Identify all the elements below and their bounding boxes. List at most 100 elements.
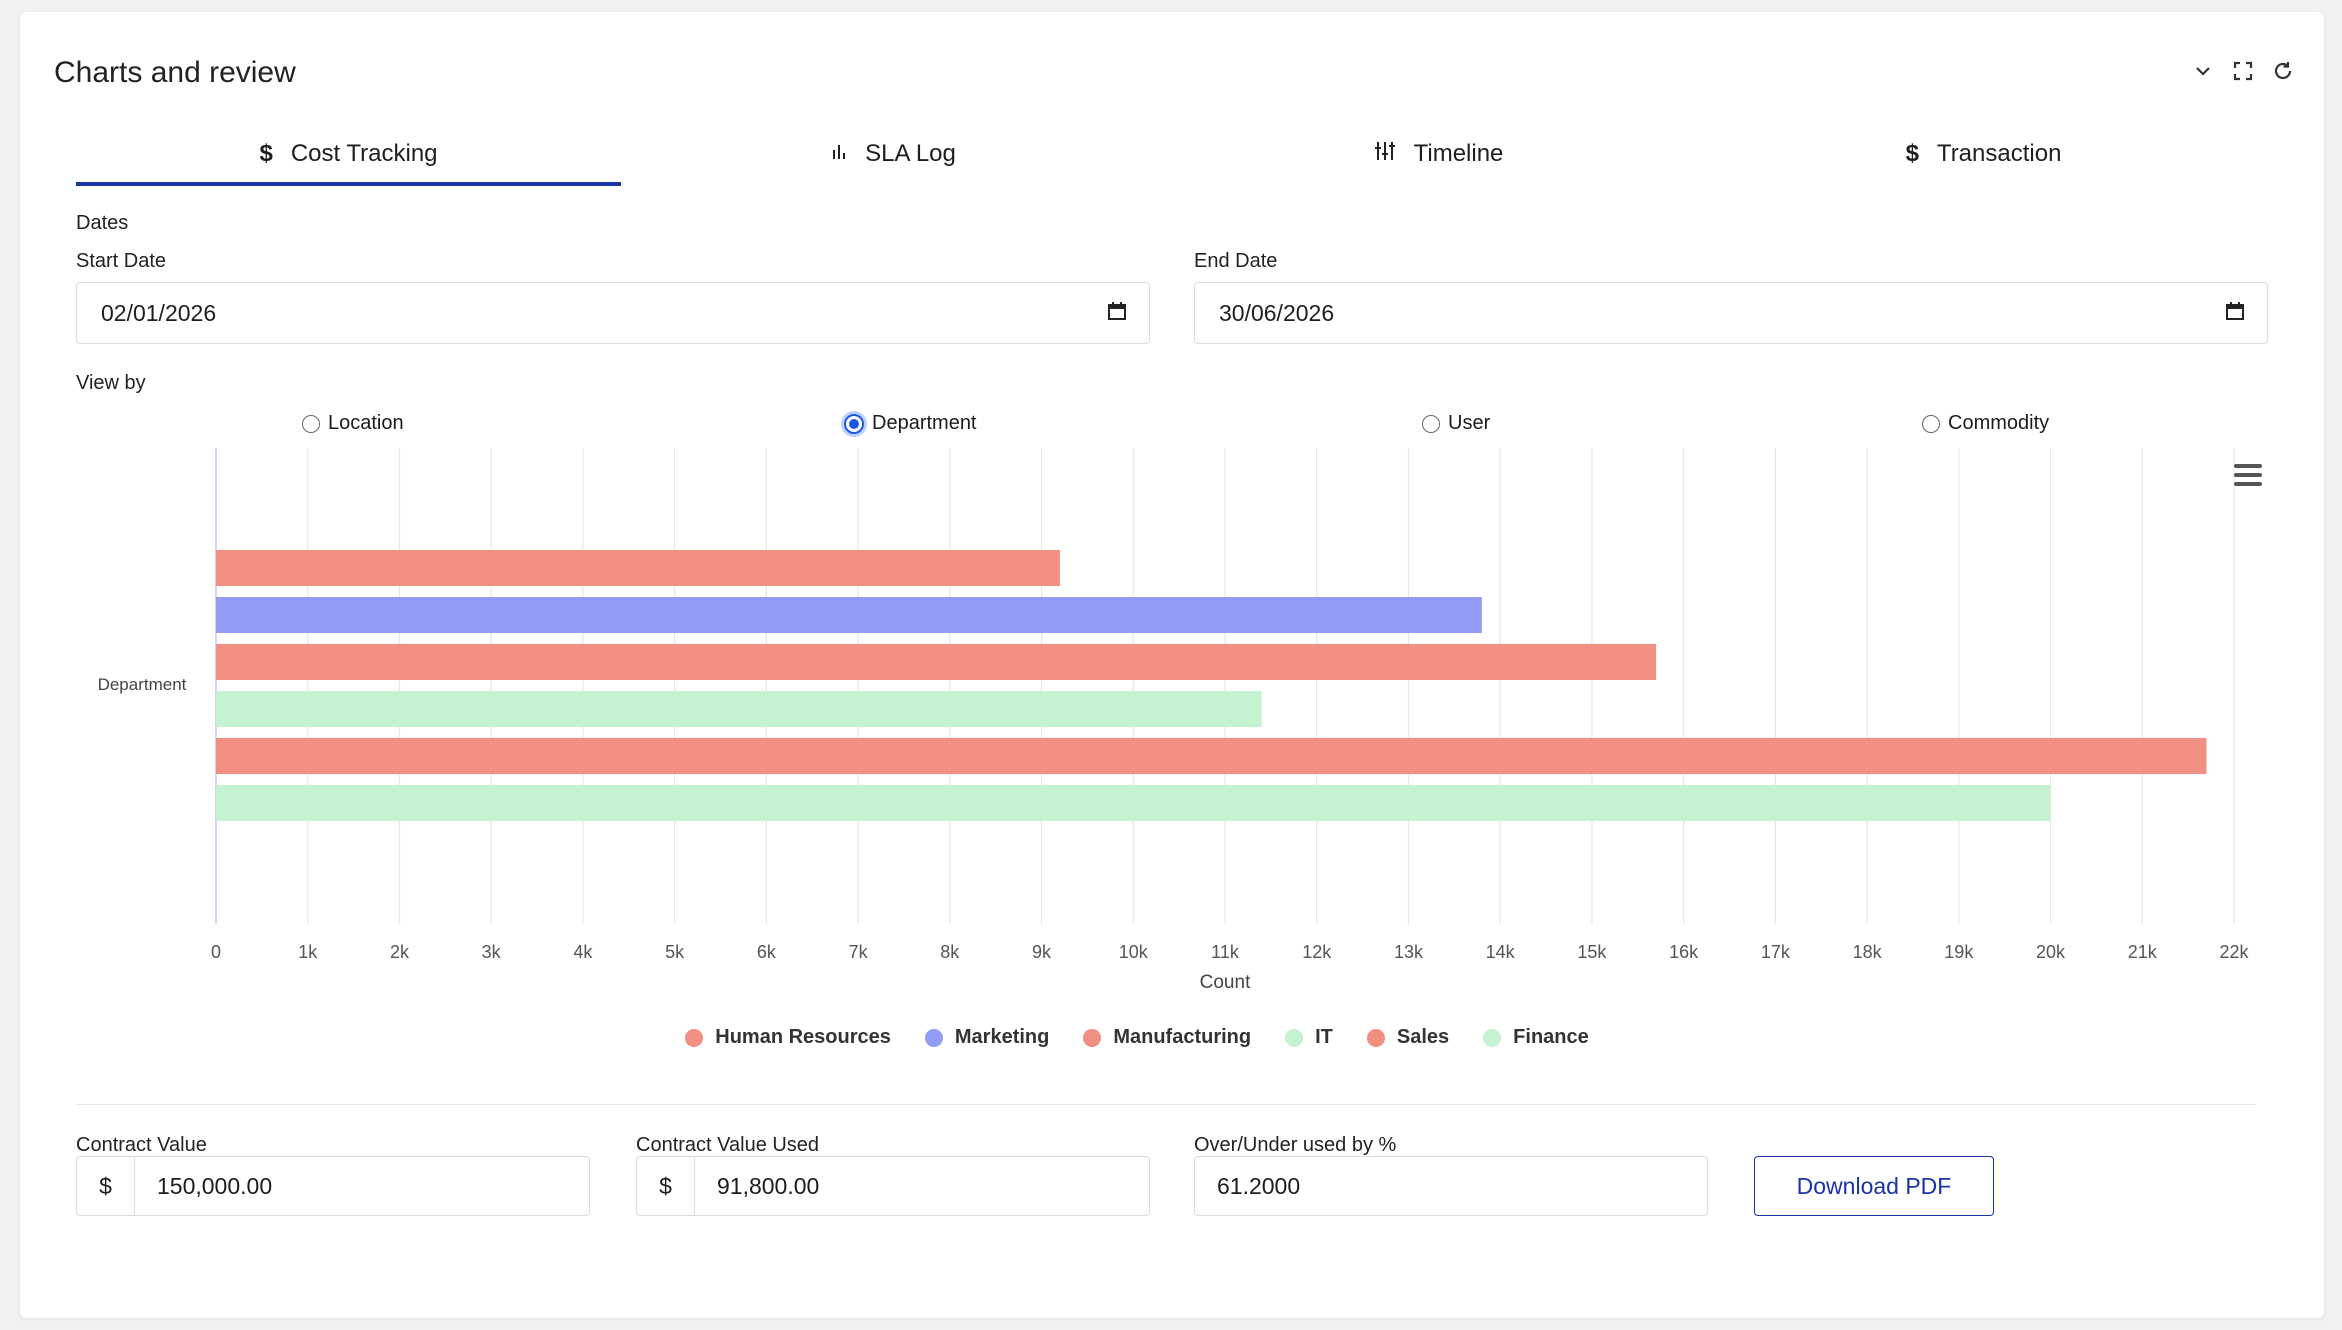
- calendar-icon[interactable]: [2225, 300, 2245, 327]
- fullscreen-icon[interactable]: [2232, 60, 2254, 82]
- sliders-icon: [1374, 140, 1396, 169]
- end-date-input[interactable]: 30/06/2026: [1194, 282, 2268, 344]
- tab-transaction[interactable]: $ Transaction: [1711, 122, 2256, 186]
- x-tick-label: 19k: [1944, 942, 1974, 962]
- x-tick-label: 16k: [1669, 942, 1699, 962]
- bar-chart-icon: [831, 140, 847, 168]
- chart-menu-icon[interactable]: [2234, 464, 2262, 490]
- x-tick-label: 17k: [1761, 942, 1791, 962]
- bar-human-resources: [216, 550, 1060, 586]
- radio-circle[interactable]: [302, 414, 320, 433]
- contract-value-label: Contract Value: [76, 1134, 207, 1156]
- bar-sales: [216, 738, 2207, 774]
- legend-item-human-resources[interactable]: Human Resources: [685, 1026, 891, 1049]
- dollar-icon: $: [1905, 140, 1919, 167]
- legend-item-finance[interactable]: Finance: [1483, 1026, 1589, 1049]
- legend-label: Manufacturing: [1113, 1026, 1252, 1048]
- legend-item-marketing[interactable]: Marketing: [924, 1026, 1050, 1049]
- x-tick-label: 15k: [1577, 942, 1607, 962]
- x-tick-label: 22k: [2219, 942, 2249, 962]
- legend-swatch: [1366, 1028, 1385, 1047]
- legend-swatch: [1285, 1028, 1304, 1047]
- x-tick-label: 1k: [298, 942, 318, 962]
- download-pdf-button[interactable]: Download PDF: [1754, 1156, 1994, 1216]
- x-tick-label: 10k: [1119, 942, 1149, 962]
- page-title: Charts and review: [54, 56, 296, 89]
- x-tick-label: 21k: [2128, 942, 2158, 962]
- bar-finance: [216, 785, 2051, 821]
- view-by-label: View by: [76, 372, 146, 394]
- dates-section-label: Dates: [76, 212, 129, 234]
- x-axis-title: Count: [1200, 972, 1251, 993]
- dollar-icon: $: [259, 140, 273, 167]
- x-tick-label: 8k: [940, 942, 960, 962]
- end-date-label: End Date: [1194, 250, 1278, 272]
- start-date-input[interactable]: 02/01/2026: [76, 282, 1150, 344]
- x-tick-label: 18k: [1853, 942, 1883, 962]
- radio-department[interactable]: Department: [844, 412, 977, 435]
- calendar-icon[interactable]: [1107, 300, 1127, 327]
- bar-it: [216, 691, 1262, 727]
- bar-marketing: [216, 597, 1482, 633]
- legend-label: IT: [1315, 1026, 1333, 1048]
- x-tick-label: 4k: [573, 942, 593, 962]
- x-tick-label: 7k: [849, 942, 869, 962]
- radio-commodity[interactable]: Commodity: [1922, 412, 2049, 435]
- radio-label: Commodity: [1948, 412, 2050, 434]
- category-label: Department: [98, 675, 187, 694]
- contract-used-field[interactable]: $ 91,800.00: [636, 1156, 1150, 1216]
- radio-user[interactable]: User: [1422, 412, 1490, 435]
- x-tick-label: 3k: [482, 942, 502, 962]
- legend-label: Finance: [1513, 1026, 1589, 1048]
- start-date-value: 02/01/2026: [101, 299, 217, 326]
- tab-timeline[interactable]: Timeline: [1166, 122, 1711, 186]
- legend-label: Human Resources: [715, 1026, 891, 1048]
- x-tick-label: 2k: [390, 942, 410, 962]
- x-tick-label: 0: [211, 942, 221, 962]
- x-tick-label: 13k: [1394, 942, 1424, 962]
- chart-legend: Human Resources Marketing Manufacturing IT S…: [20, 1026, 2324, 1049]
- tab-label: Transaction: [1936, 140, 2062, 167]
- bar-manufacturing: [216, 644, 1657, 680]
- x-tick-label: 12k: [1302, 942, 1332, 962]
- tab-label: Cost Tracking: [290, 140, 438, 167]
- radio-circle[interactable]: [1422, 414, 1440, 433]
- tab-cost-tracking[interactable]: $ Cost Tracking: [76, 122, 621, 186]
- start-date-label: Start Date: [76, 250, 167, 272]
- radio-location[interactable]: Location: [302, 412, 404, 435]
- legend-label: Marketing: [954, 1026, 1050, 1048]
- x-tick-label: 6k: [757, 942, 777, 962]
- contract-value-field[interactable]: $ 150,000.00: [76, 1156, 590, 1216]
- radio-circle[interactable]: [1922, 414, 1940, 433]
- legend-swatch: [1083, 1028, 1102, 1047]
- legend-swatch: [685, 1028, 704, 1047]
- tab-label: Timeline: [1413, 140, 1504, 167]
- currency-prefix: $: [637, 1157, 695, 1215]
- divider: [76, 1104, 2256, 1105]
- refresh-icon[interactable]: [2272, 60, 2294, 82]
- chevron-down-icon[interactable]: [2192, 60, 2214, 82]
- over-under-input[interactable]: 61.2000: [1194, 1156, 1708, 1216]
- x-tick-label: 9k: [1032, 942, 1052, 962]
- legend-item-manufacturing[interactable]: Manufacturing: [1083, 1026, 1251, 1049]
- contract-value-input[interactable]: 150,000.00: [157, 1172, 273, 1199]
- radio-circle[interactable]: [844, 413, 864, 434]
- tab-sla-log[interactable]: SLA Log: [621, 122, 1166, 186]
- legend-label: Sales: [1396, 1026, 1450, 1048]
- x-tick-label: 20k: [2036, 942, 2066, 962]
- radio-label: Department: [872, 412, 977, 434]
- radio-label: Location: [328, 412, 404, 434]
- view-by-options: Location Department User Commodity: [76, 408, 2256, 448]
- tab-label: SLA Log: [865, 140, 956, 167]
- x-tick-label: 11k: [1211, 942, 1240, 962]
- end-date-value: 30/06/2026: [1219, 299, 1335, 326]
- legend-item-sales[interactable]: Sales: [1366, 1026, 1450, 1049]
- x-tick-label: 5k: [665, 942, 685, 962]
- legend-swatch: [1483, 1028, 1502, 1047]
- window-controls: [2192, 60, 2294, 82]
- contract-used-input[interactable]: 91,800.00: [717, 1172, 820, 1199]
- legend-swatch: [924, 1028, 943, 1047]
- radio-label: User: [1448, 412, 1491, 434]
- legend-item-it[interactable]: IT: [1285, 1026, 1333, 1049]
- currency-prefix: $: [77, 1157, 135, 1215]
